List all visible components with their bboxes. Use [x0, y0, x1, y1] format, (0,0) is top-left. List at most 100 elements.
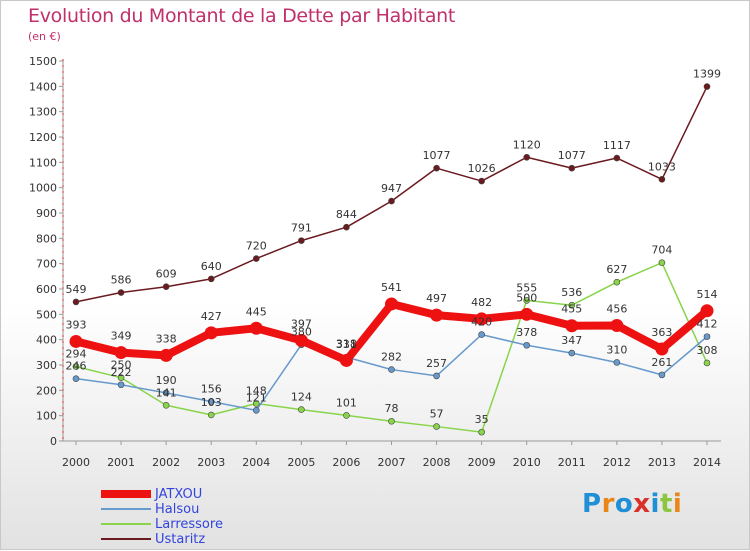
data-label-jatxou: 497 — [426, 292, 447, 305]
data-point-jatxou — [114, 346, 128, 360]
data-point-larressore — [72, 363, 80, 370]
x-tick-label: 2007 — [378, 456, 406, 469]
legend-swatch — [101, 538, 151, 540]
data-label-halsou: 412 — [697, 318, 718, 331]
data-point-halsou — [478, 331, 485, 338]
data-label-jatxou: 445 — [246, 305, 267, 318]
data-point-larressore — [658, 259, 666, 266]
data-label-ustaritz: 720 — [246, 240, 267, 253]
data-label-ustaritz: 1120 — [513, 138, 541, 151]
data-point-larressore — [613, 278, 621, 286]
y-tick-label: 100 — [36, 410, 57, 423]
y-tick-label: 500 — [36, 308, 57, 321]
data-label-larressore: 78 — [385, 402, 399, 415]
data-label-jatxou: 514 — [697, 288, 718, 301]
series-layer — [69, 83, 714, 436]
data-label-ustaritz: 549 — [66, 283, 87, 296]
data-label-larressore: 101 — [336, 396, 357, 409]
y-tick-label: 200 — [36, 384, 57, 397]
legend-label: Ustaritz — [155, 532, 206, 547]
x-tick-label: 2003 — [197, 456, 225, 469]
data-label-jatxou: 482 — [471, 296, 492, 309]
data-label-jatxou: 456 — [606, 302, 627, 315]
data-point-jatxou — [159, 348, 173, 362]
data-label-halsou: 261 — [651, 356, 672, 369]
data-point-halsou — [252, 407, 260, 414]
data-label-halsou: 420 — [471, 316, 492, 329]
data-label-jatxou: 397 — [291, 317, 312, 330]
data-label-halsou: 347 — [561, 334, 582, 347]
data-point-halsou — [703, 333, 711, 340]
data-point-larressore — [117, 374, 125, 381]
data-point-halsou — [658, 371, 666, 379]
y-tick-label: 300 — [36, 359, 57, 372]
data-point-jatxou — [430, 308, 444, 322]
data-label-halsou: 257 — [426, 357, 447, 370]
y-tick-label: 700 — [36, 258, 57, 271]
data-point-jatxou — [565, 319, 579, 333]
data-point-halsou — [568, 349, 576, 357]
data-label-halsou: 378 — [516, 326, 537, 339]
data-label-ustaritz: 586 — [111, 274, 132, 287]
data-point-ustaritz — [388, 197, 395, 205]
data-label-larressore: 627 — [606, 263, 627, 276]
data-label-ustaritz: 1026 — [468, 162, 496, 175]
y-tick-label: 600 — [36, 283, 57, 296]
data-label-larressore: 57 — [430, 408, 444, 421]
x-tick-label: 2012 — [603, 456, 631, 469]
y-tick-label: 1000 — [29, 182, 57, 195]
y-tick-label: 1100 — [29, 156, 57, 169]
legend-label: Halsou — [155, 502, 200, 517]
data-labels: 549 586 609 640 720 791 844 947 1077 1026 1120 1077… — [66, 68, 722, 427]
data-point-ustaritz — [72, 298, 80, 306]
data-point-larressore — [343, 412, 350, 419]
data-point-ustaritz — [162, 283, 170, 291]
data-point-jatxou — [520, 307, 534, 321]
data-label-jatxou: 500 — [516, 291, 537, 304]
data-point-ustaritz — [433, 164, 440, 172]
data-point-jatxou — [385, 297, 398, 311]
data-label-ustaritz: 1077 — [423, 149, 451, 162]
data-label-jatxou: 338 — [156, 332, 177, 345]
data-label-jatxou: 427 — [201, 310, 222, 323]
data-point-larressore — [388, 417, 395, 425]
legend-swatch — [101, 523, 151, 525]
data-point-larressore — [433, 423, 440, 430]
data-point-ustaritz — [478, 177, 485, 185]
y-tick-label: 1500 — [29, 55, 57, 68]
data-label-ustaritz: 640 — [201, 260, 222, 273]
data-point-larressore — [298, 406, 305, 413]
data-label-ustaritz: 1117 — [603, 139, 631, 152]
data-point-halsou — [433, 372, 440, 380]
legend-label: Larressore — [155, 517, 223, 532]
data-label-jatxou: 455 — [561, 303, 582, 316]
x-tick-label: 2013 — [648, 456, 676, 469]
axes: 0 100 200 300 400 500 600 700 800 900 1000 1100 1200… — [29, 55, 721, 469]
logo-letter: r — [601, 489, 615, 519]
data-label-halsou: 380 — [291, 326, 312, 339]
data-label-ustaritz: 844 — [336, 208, 357, 221]
data-label-ustaritz: 1077 — [558, 149, 586, 162]
y-tick-label: 400 — [36, 334, 57, 347]
data-label-jatxou: 541 — [381, 281, 402, 294]
data-point-halsou — [523, 341, 531, 349]
logo-letter: x — [633, 489, 651, 519]
data-point-larressore — [478, 428, 485, 436]
data-point-jatxou — [475, 312, 489, 326]
data-point-ustaritz — [343, 223, 350, 231]
data-label-larressore: 294 — [66, 348, 87, 361]
logo-letter: i — [650, 489, 660, 519]
data-point-ustaritz — [117, 289, 125, 296]
data-label-halsou: 121 — [246, 391, 267, 404]
data-point-jatxou — [339, 353, 353, 367]
data-label-larressore: 141 — [156, 386, 177, 399]
data-label-halsou: 331 — [336, 338, 357, 351]
x-tick-label: 2009 — [468, 456, 496, 469]
data-label-halsou: 156 — [201, 382, 222, 395]
data-label-halsou: 222 — [111, 366, 132, 379]
logo-letter: t — [659, 489, 673, 519]
data-point-ustaritz — [703, 83, 711, 90]
logo-letter: i — [672, 489, 683, 519]
data-label-larressore: 536 — [561, 286, 582, 299]
data-label-larressore: 35 — [475, 413, 489, 426]
